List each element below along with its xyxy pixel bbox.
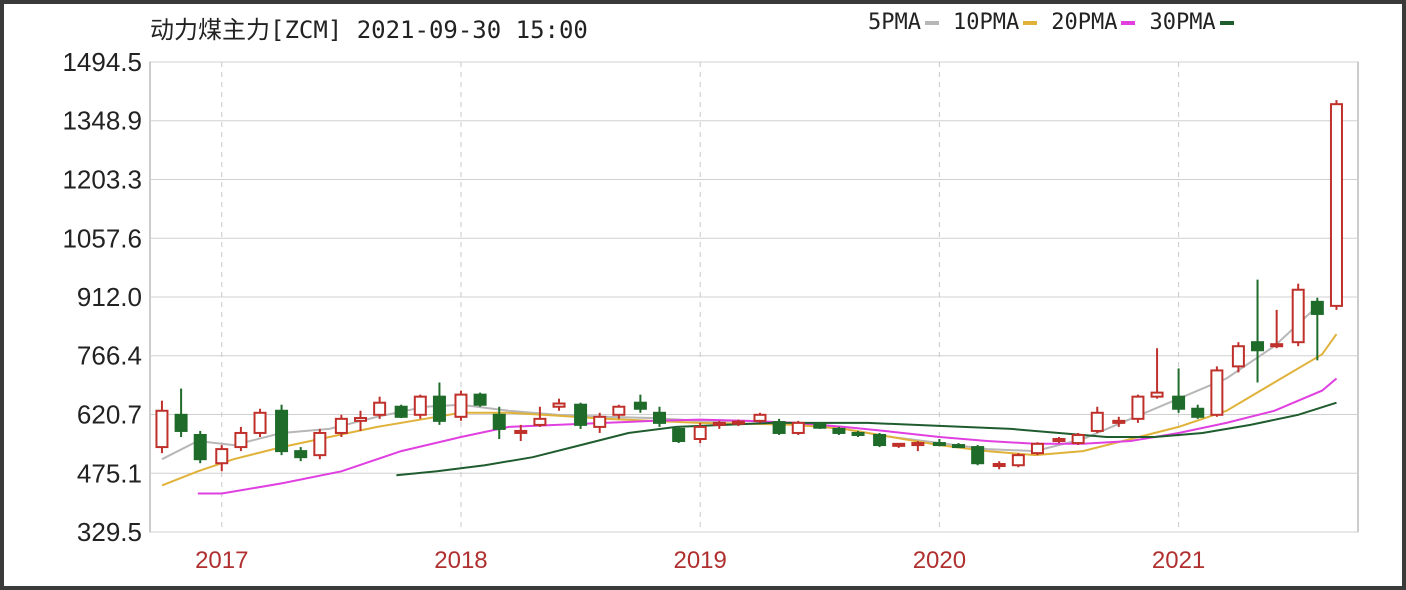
y-tick-label: 620.7	[77, 400, 142, 430]
legend-label: 10PMA	[952, 10, 1020, 35]
candle-body	[454, 393, 468, 418]
x-tick-label: 2020	[913, 547, 966, 574]
candle-body	[394, 405, 408, 418]
candle-body	[1310, 300, 1324, 315]
candle-body	[373, 401, 387, 416]
candle-body	[712, 421, 726, 426]
candle-body	[1191, 407, 1205, 418]
candle-body	[1030, 442, 1044, 455]
legend-swatch	[1023, 20, 1038, 25]
candle-body	[952, 444, 966, 449]
candle-body	[1210, 369, 1224, 416]
candle-body	[813, 422, 827, 429]
candle-body	[653, 411, 667, 424]
candle-body	[155, 409, 169, 449]
candle-body	[354, 417, 368, 422]
candle-body	[1112, 419, 1126, 424]
candle-body	[1172, 395, 1186, 410]
candle-body	[514, 429, 528, 434]
legend-swatch	[924, 20, 939, 25]
candle-body	[253, 411, 267, 434]
y-tick-label: 1348.9	[62, 106, 142, 136]
candle-body	[574, 403, 588, 426]
ma-line-30pma	[396, 401, 1337, 477]
candle-body	[1071, 433, 1085, 445]
legend-swatch	[1121, 20, 1136, 25]
candle-body	[1052, 438, 1066, 443]
legend-label: 5PMA	[868, 10, 921, 35]
legend-item-5pma: 5PMA	[868, 10, 939, 35]
candle-body	[1231, 345, 1245, 368]
candle-body	[693, 425, 707, 441]
candle-body	[1329, 103, 1343, 307]
x-tick-label: 2019	[673, 547, 726, 574]
legend-item-10pma: 10PMA	[952, 10, 1038, 35]
legend: 5PMA 10PMA 20PMA 30PMA	[868, 10, 1234, 35]
candle-body	[612, 405, 626, 416]
candle-body	[492, 413, 506, 430]
candle-body	[593, 415, 607, 428]
candle-body	[1150, 391, 1164, 398]
legend-label: 30PMA	[1149, 10, 1216, 35]
candle-body	[1131, 395, 1145, 420]
candle-body	[753, 413, 767, 422]
candle-body	[533, 417, 547, 426]
candle-body	[313, 431, 327, 457]
candle-body	[294, 450, 308, 459]
legend-item-20pma: 20PMA	[1051, 10, 1136, 35]
legend-item-30pma: 30PMA	[1149, 10, 1234, 35]
candle-body	[1270, 343, 1284, 348]
candle-body	[413, 395, 427, 416]
candle-body	[193, 433, 207, 461]
candle-body	[873, 433, 887, 447]
candle-body	[234, 431, 248, 449]
y-tick-label: 1203.3	[62, 164, 142, 194]
candle-body	[892, 442, 906, 447]
y-tick-label: 1057.6	[62, 223, 142, 253]
candle-body	[791, 421, 805, 434]
candle-body	[851, 431, 865, 436]
candle-body	[275, 409, 289, 453]
candle-body	[215, 448, 229, 465]
candle-body	[971, 446, 985, 465]
candle-body	[1291, 288, 1305, 344]
candle-body	[552, 402, 566, 408]
y-tick-label: 1494.5	[62, 47, 142, 77]
candle-body	[1251, 341, 1265, 352]
candle-body	[772, 421, 786, 434]
chart-title: 动力煤主力[ZCM] 2021-09-30 15:00	[150, 16, 588, 44]
candle-body	[633, 401, 647, 410]
candle-body	[1011, 454, 1025, 467]
candle-body	[334, 417, 348, 434]
candle-body	[832, 427, 846, 434]
x-tick-label: 2018	[434, 547, 487, 574]
candle-body	[473, 393, 487, 406]
y-tick-label: 766.4	[77, 341, 142, 371]
legend-label: 20PMA	[1051, 10, 1118, 35]
candle-body	[992, 463, 1006, 468]
legend-swatch	[1219, 20, 1234, 25]
x-tick-label: 2017	[195, 547, 248, 574]
candle-body	[911, 442, 925, 447]
y-tick-label: 329.5	[77, 517, 142, 547]
x-tick-label: 2021	[1152, 547, 1205, 574]
candle-body	[731, 420, 745, 425]
candle-body	[174, 413, 188, 432]
candle-body	[672, 427, 686, 443]
candle-body	[932, 442, 946, 447]
candle-body	[432, 395, 446, 422]
y-tick-label: 912.0	[77, 282, 142, 312]
candle-body	[1090, 411, 1104, 432]
y-tick-label: 475.1	[77, 458, 142, 488]
